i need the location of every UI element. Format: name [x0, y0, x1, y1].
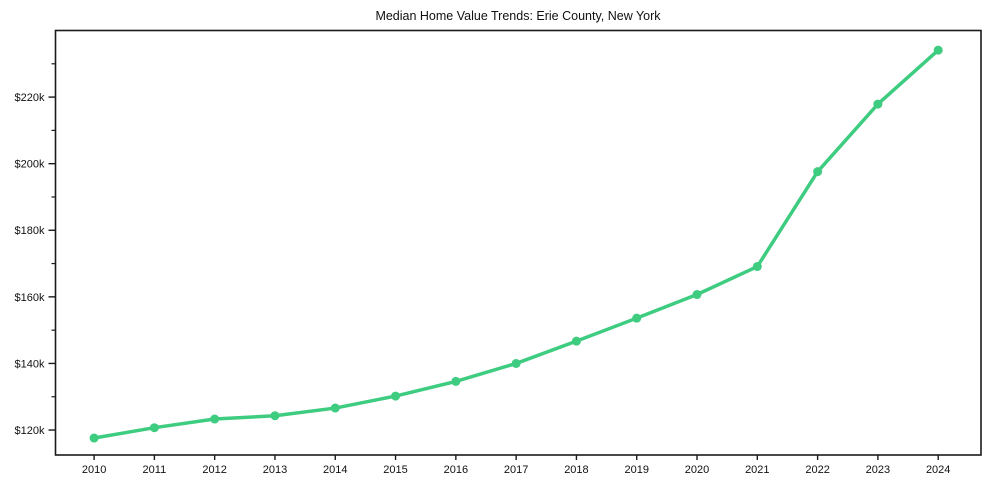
data-point-2012 — [210, 414, 220, 424]
x-axis-tick-label: 2012 — [202, 464, 226, 476]
x-axis-tick-label: 2019 — [624, 464, 648, 476]
y-axis-tick-label: $160k — [15, 292, 45, 304]
data-point-2019 — [632, 313, 642, 323]
data-point-2022 — [813, 167, 823, 177]
data-point-2014 — [330, 403, 340, 413]
data-point-2011 — [149, 423, 159, 433]
x-axis-tick-label: 2013 — [263, 464, 287, 476]
x-axis-tick-label: 2024 — [926, 464, 950, 476]
data-point-2018 — [571, 336, 581, 346]
plot-area: $120k $140k $160k $180k $200k $220k 2010 2011 20… — [15, 29, 982, 476]
data-point-2015 — [391, 391, 401, 401]
x-axis-tick-label: 2010 — [82, 464, 106, 476]
plot-frame — [54, 29, 982, 456]
x-axis-tick-label: 2022 — [805, 464, 829, 476]
x-axis-tick-label: 2011 — [143, 464, 167, 476]
y-axis-tick-label: $200k — [15, 159, 45, 171]
data-point-2024 — [933, 45, 943, 55]
x-axis-tick-label: 2020 — [685, 464, 709, 476]
x-axis-tick-label: 2023 — [866, 464, 890, 476]
data-point-2010 — [89, 433, 99, 443]
data-point-2023 — [873, 99, 883, 109]
data-point-2013 — [270, 411, 280, 421]
data-point-2017 — [511, 358, 521, 368]
x-axis-tick-label: 2015 — [383, 464, 407, 476]
y-axis-tick-label: $220k — [15, 92, 45, 104]
x-axis-tick-label: 2017 — [504, 464, 528, 476]
y-axis-tick-label: $120k — [15, 425, 45, 437]
data-point-2016 — [451, 376, 461, 386]
chart-title: Median Home Value Trends: Erie County, N… — [375, 9, 661, 23]
x-axis-tick-label: 2021 — [745, 464, 769, 476]
x-axis-tick-label: 2016 — [444, 464, 468, 476]
y-axis-tick-label: $140k — [15, 358, 45, 370]
y-axis-tick-label: $180k — [15, 225, 45, 237]
x-axis-tick-label: 2014 — [323, 464, 347, 476]
data-point-2021 — [752, 262, 762, 272]
x-axis-tick-label: 2018 — [564, 464, 588, 476]
data-point-2020 — [692, 290, 702, 300]
trend-line — [92, 48, 940, 440]
